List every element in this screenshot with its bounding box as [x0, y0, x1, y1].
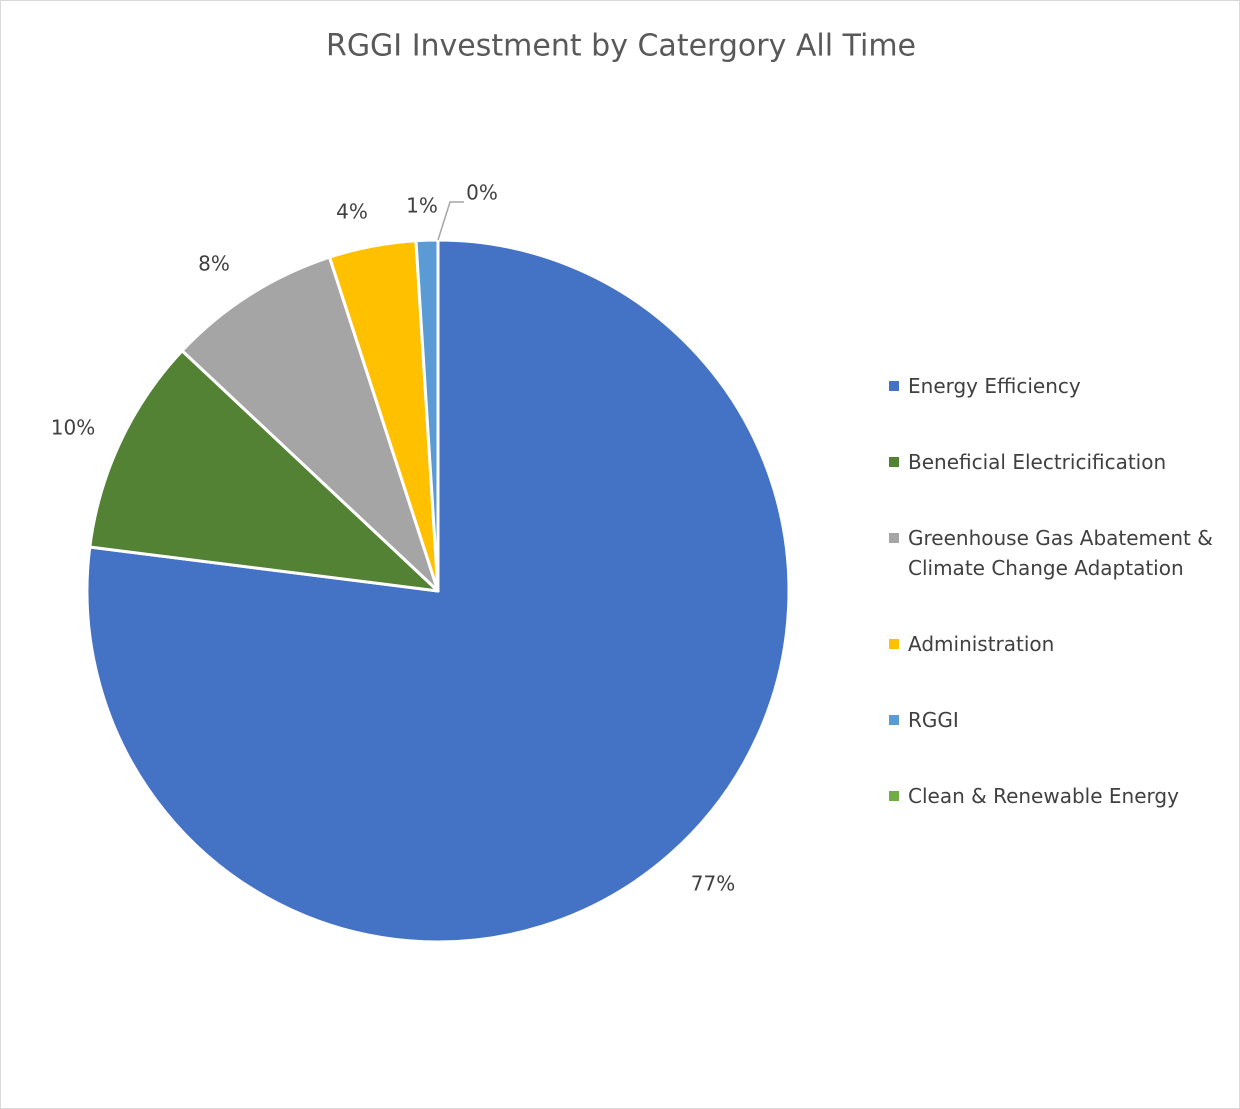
pie-slice — [88, 349, 440, 593]
data-label: 4% — [336, 200, 368, 224]
data-label: 77% — [691, 872, 735, 896]
legend-label: Administration — [908, 632, 1055, 656]
data-label: 0% — [466, 181, 498, 205]
data-label: 8% — [198, 252, 230, 276]
data-label: 10% — [51, 416, 95, 440]
legend-swatch — [889, 533, 899, 543]
legend-swatch — [889, 381, 899, 391]
legend-swatch — [889, 791, 899, 801]
legend-swatch — [889, 639, 899, 649]
legend-label: Greenhouse Gas Abatement & Climate Chang… — [908, 526, 1213, 580]
legend-label: Beneficial Electricification — [908, 450, 1167, 474]
chart-title: RGGI Investment by Catergory All Time — [326, 29, 916, 64]
legend-swatch — [889, 715, 899, 725]
pie-slice — [85, 238, 791, 944]
pie-slice — [180, 255, 440, 593]
legend-entry: Energy Efficiency — [889, 371, 1229, 401]
data-label: 1% — [406, 194, 438, 218]
legend-label: Clean & Renewable Energy — [908, 784, 1179, 808]
legend-entry: Clean & Renewable Energy — [889, 781, 1229, 811]
legend-swatch — [889, 457, 899, 467]
legend-entry: Administration — [889, 629, 1229, 659]
legend: Energy Efficiency Beneficial Electricific… — [889, 371, 1229, 857]
legend-entry: RGGI — [889, 705, 1229, 735]
leader-line — [437, 201, 464, 241]
legend-entry: Beneficial Electricification — [889, 447, 1229, 477]
legend-entry: Greenhouse Gas Abatement & Climate Chang… — [889, 523, 1229, 583]
legend-label: RGGI — [908, 708, 959, 732]
legend-label: Energy Efficiency — [908, 374, 1081, 398]
